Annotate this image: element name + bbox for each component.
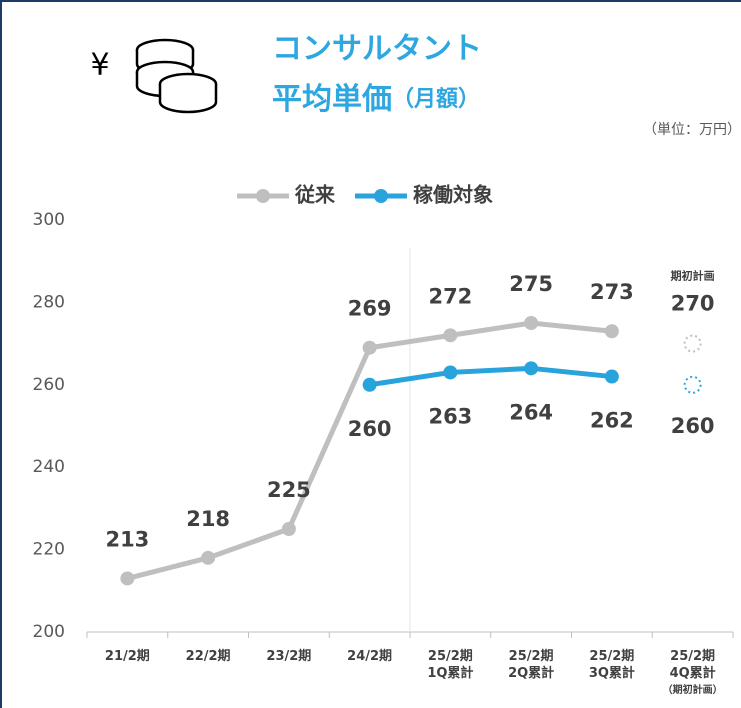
plan-title: 期初計画 <box>671 269 715 283</box>
data-label: 272 <box>428 284 472 308</box>
icon-yen: ¥ <box>90 48 109 83</box>
y-tick-label: 300 <box>33 210 65 230</box>
title-main: 平均単価 <box>272 82 392 117</box>
data-point <box>604 369 619 384</box>
data-label: 275 <box>509 272 553 296</box>
data-point <box>604 324 619 339</box>
x-tick-line: 22/2期 <box>186 649 231 664</box>
x-tick-line: 1Q累計 <box>427 665 473 681</box>
y-tick-label: 220 <box>33 540 65 560</box>
data-point <box>120 571 135 586</box>
title-suffix: （月額） <box>392 86 480 112</box>
series-line <box>126 320 613 581</box>
x-tick-line: 23/2期 <box>266 649 311 664</box>
x-tick-line: 25/2期 <box>509 649 554 664</box>
plan-marker <box>683 334 702 353</box>
x-tick-line: 25/2期 <box>670 649 715 664</box>
data-point <box>281 522 296 536</box>
data-point <box>443 365 458 380</box>
legend-marker <box>374 189 388 203</box>
data-label: 262 <box>590 409 634 433</box>
data-point <box>524 361 539 376</box>
x-tick-line: （期初計画） <box>663 683 723 696</box>
plan-label: 270 <box>671 292 715 316</box>
plan-marker <box>683 375 702 394</box>
y-tick-label: 260 <box>33 375 65 395</box>
data-label: 273 <box>590 280 634 304</box>
legend-label: 稼働対象 <box>413 183 493 207</box>
x-tick-line: 25/2期 <box>428 649 473 664</box>
chart-title: コンサルタント <box>272 32 482 67</box>
x-tick-line: 25/2期 <box>589 649 634 664</box>
data-point <box>443 328 458 343</box>
y-tick-label: 200 <box>33 622 65 642</box>
data-point <box>524 316 539 330</box>
x-tick-line: 4Q累計 <box>670 665 716 681</box>
x-tick-label: 24/2期 <box>347 649 392 664</box>
x-tick-label: 25/2期 3Q累計 <box>589 649 635 681</box>
x-tick-line: 3Q累計 <box>589 665 635 681</box>
data-label: 264 <box>509 400 553 424</box>
data-point <box>201 550 216 565</box>
x-tick-label: 21/2期 <box>105 649 150 664</box>
x-tick-label: 25/2期 1Q累計 <box>427 649 473 681</box>
coins-icon <box>135 38 218 114</box>
legend-label: 従来 <box>294 183 336 207</box>
x-tick-line: 2Q累計 <box>508 665 554 681</box>
y-tick-label: 280 <box>33 292 65 312</box>
data-label: 260 <box>348 417 392 441</box>
series-line <box>369 365 613 388</box>
plan-label: 260 <box>671 414 715 438</box>
data-label: 263 <box>428 404 472 428</box>
x-tick-label: 22/2期 <box>186 649 231 664</box>
data-label: 213 <box>105 527 149 551</box>
x-tick-label: 25/2期 4Q累計 （期初計画） <box>663 649 723 697</box>
x-tick-label: 23/2期 <box>266 649 311 664</box>
y-tick-label: 240 <box>33 457 65 477</box>
data-label: 269 <box>348 297 392 321</box>
data-point <box>362 377 377 392</box>
data-label: 225 <box>267 478 311 502</box>
data-point <box>362 340 377 355</box>
x-tick-line: 24/2期 <box>347 649 392 664</box>
chart-title: 平均単価（月額） <box>272 82 480 117</box>
unit-label: （単位：万円） <box>643 122 741 138</box>
data-label: 218 <box>186 507 230 531</box>
x-tick-line: 21/2期 <box>105 649 150 664</box>
x-tick-label: 25/2期 2Q累計 <box>508 649 554 681</box>
legend-marker <box>256 189 270 203</box>
